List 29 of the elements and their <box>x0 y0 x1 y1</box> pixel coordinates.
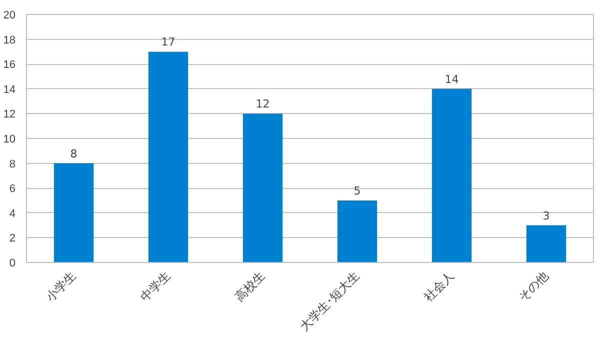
data-label: 3 <box>542 209 550 222</box>
x-tick-label: 中学生 <box>138 268 174 304</box>
y-tick-label: 16 <box>3 59 16 72</box>
y-tick-label: 8 <box>9 158 16 170</box>
bar <box>242 114 283 262</box>
data-label: 12 <box>256 98 270 111</box>
bar <box>526 225 566 262</box>
y-tick-label: 12 <box>3 108 16 121</box>
data-label: 14 <box>444 72 459 86</box>
x-tick-label: 大学生･短大生 <box>297 268 362 334</box>
bar <box>148 52 188 262</box>
y-tick-label: 14 <box>3 84 16 96</box>
y-tick-label: 0 <box>9 258 16 270</box>
y-tick-label: 6 <box>9 183 16 196</box>
y-tick-label: 2 <box>9 232 16 245</box>
x-tick-label: 小学生 <box>43 268 79 304</box>
y-tick-label: 20 <box>3 10 16 22</box>
x-tick-label: その他 <box>516 268 552 304</box>
y-tick-label: 18 <box>3 34 16 46</box>
bar <box>432 88 472 262</box>
bar <box>337 200 378 262</box>
y-tick-label: 10 <box>3 134 16 146</box>
x-tick-label: 高校生 <box>232 268 268 304</box>
data-label: 5 <box>354 184 361 198</box>
x-tick-label: 社会人 <box>421 268 457 304</box>
y-tick-label: 4 <box>9 208 16 220</box>
data-label: 8 <box>70 147 78 160</box>
bar <box>54 163 94 262</box>
data-label: 17 <box>161 36 176 49</box>
